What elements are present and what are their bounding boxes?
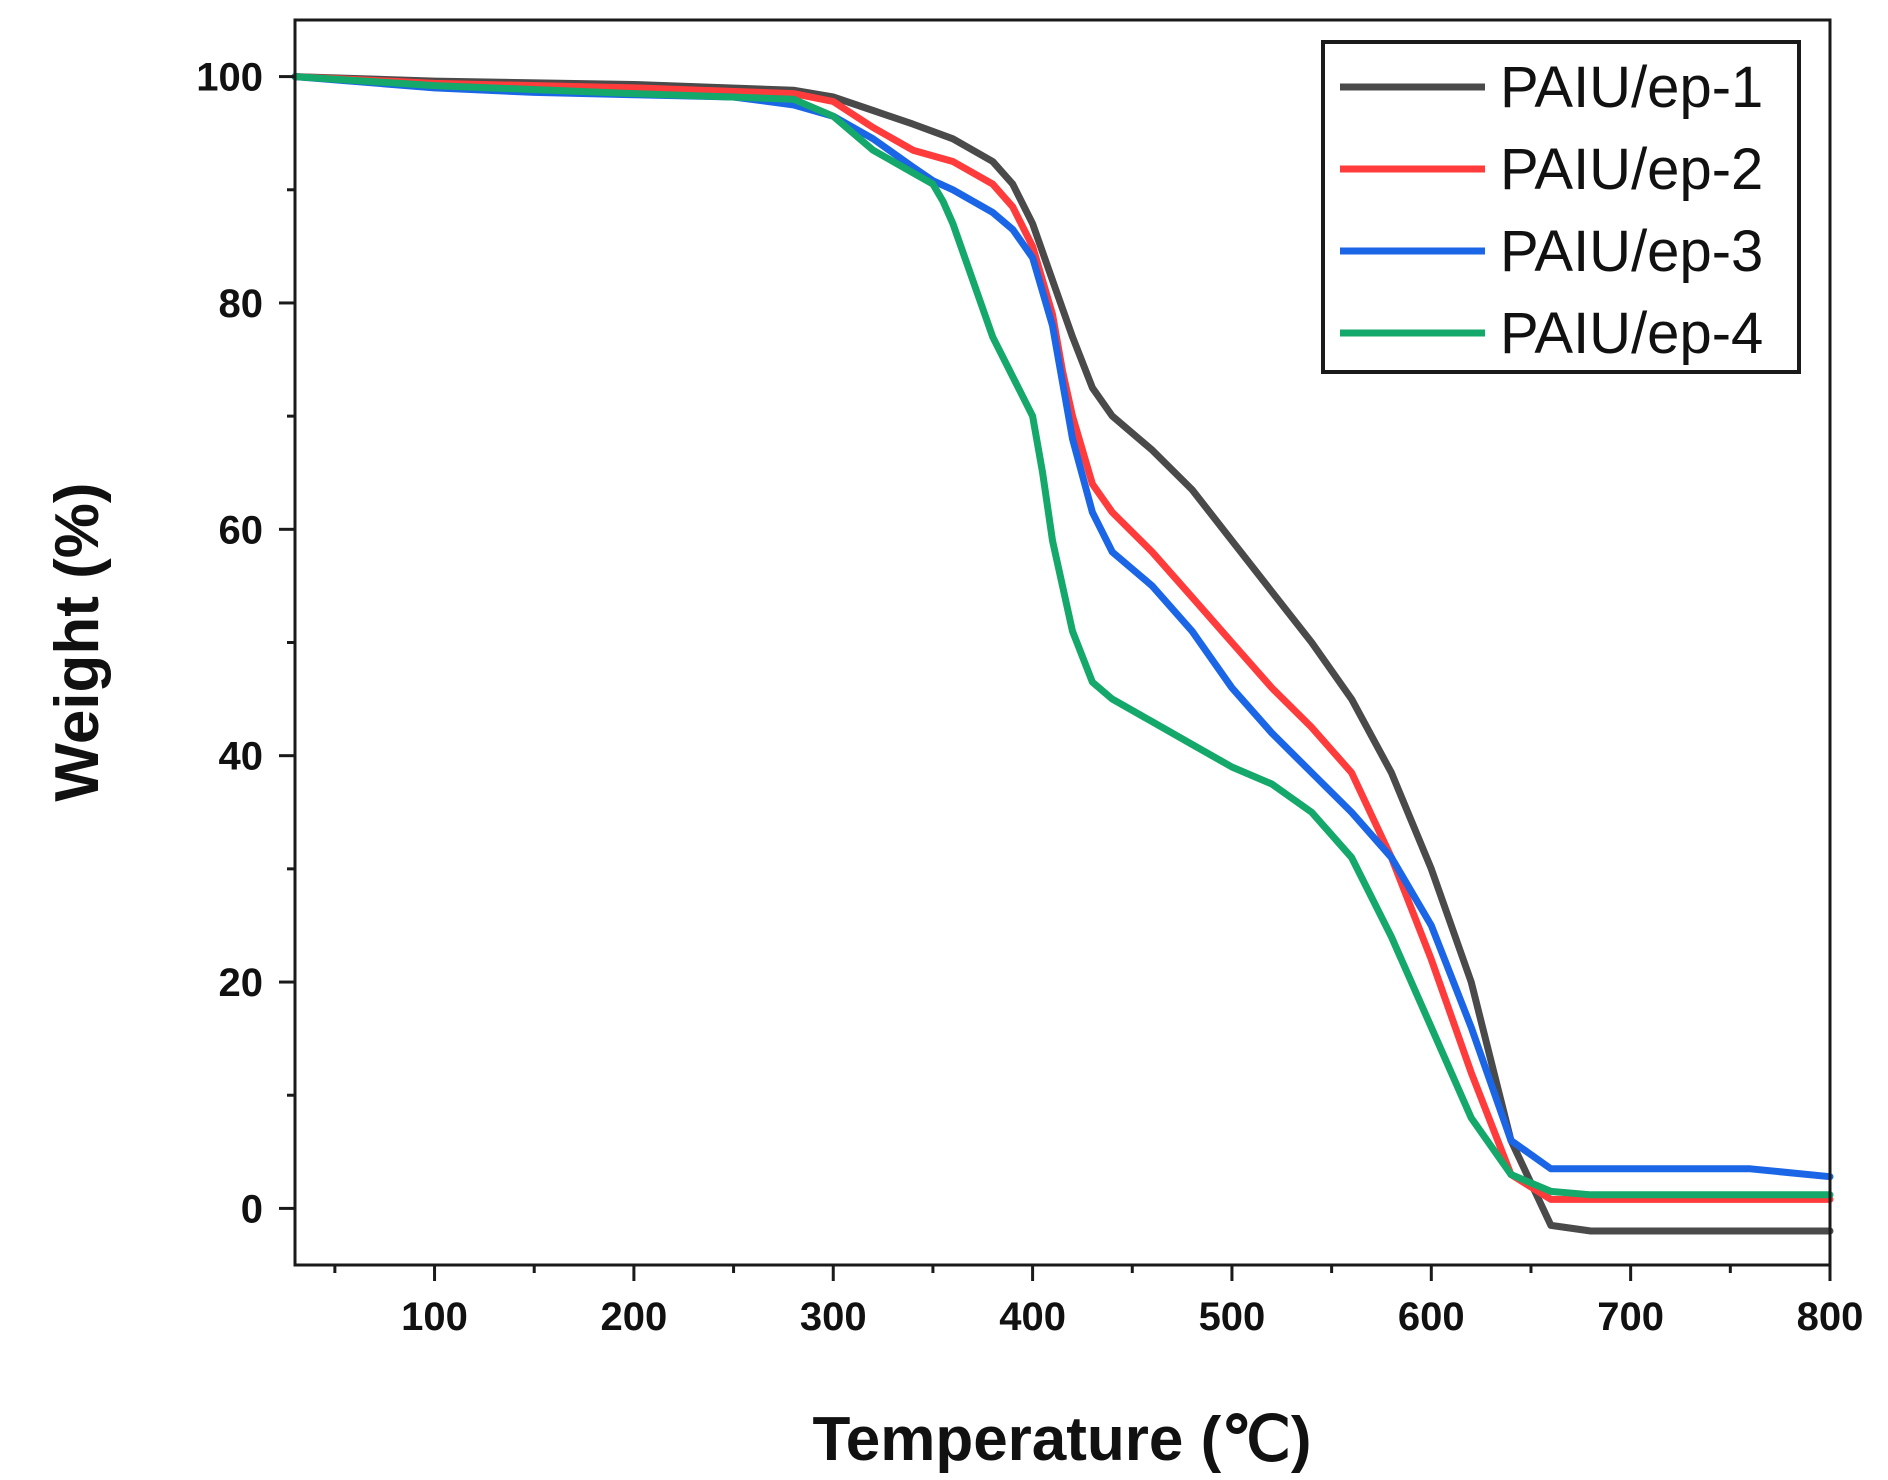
- legend-label-2: PAIU/ep-2: [1500, 137, 1763, 202]
- x-tick-label-100: 100: [401, 1295, 468, 1339]
- legend-box: [1321, 40, 1801, 374]
- y-axis: 0 20 40 60 80 100: [196, 56, 295, 1231]
- series-line-2: [291, 73, 1834, 1203]
- x-tick-label-200: 200: [601, 1295, 668, 1339]
- x-tick-label-600: 600: [1398, 1295, 1465, 1339]
- x-tick-label-700: 700: [1597, 1295, 1664, 1339]
- series-line-1: [291, 73, 1834, 1235]
- y-tick-label-40: 40: [219, 735, 264, 779]
- legend: PAIU/ep-1 PAIU/ep-2 PAIU/ep-3 PAIU/ep-4: [1321, 40, 1801, 374]
- y-axis-title: Weight (%): [43, 482, 112, 801]
- y-tick-label-60: 60: [219, 508, 264, 552]
- x-tick-label-300: 300: [800, 1295, 867, 1339]
- series-layer: [291, 73, 1834, 1235]
- y-tick-label-100: 100: [196, 56, 263, 100]
- x-tick-label-800: 800: [1797, 1295, 1864, 1339]
- x-tick-label-500: 500: [1199, 1295, 1266, 1339]
- x-axis-title: Temperature (℃): [812, 1405, 1311, 1474]
- y-tick-label-80: 80: [219, 282, 264, 326]
- series-line-4: [291, 73, 1834, 1199]
- legend-label-3: PAIU/ep-3: [1500, 219, 1763, 284]
- x-axis: 100 200 300 400 500 600 700 800: [333, 1265, 1864, 1339]
- y-tick-label-20: 20: [219, 961, 264, 1005]
- legend-label-4: PAIU/ep-4: [1500, 301, 1763, 366]
- legend-label-1: PAIU/ep-1: [1500, 55, 1763, 120]
- x-tick-label-400: 400: [999, 1295, 1066, 1339]
- y-tick-label-0: 0: [241, 1187, 263, 1231]
